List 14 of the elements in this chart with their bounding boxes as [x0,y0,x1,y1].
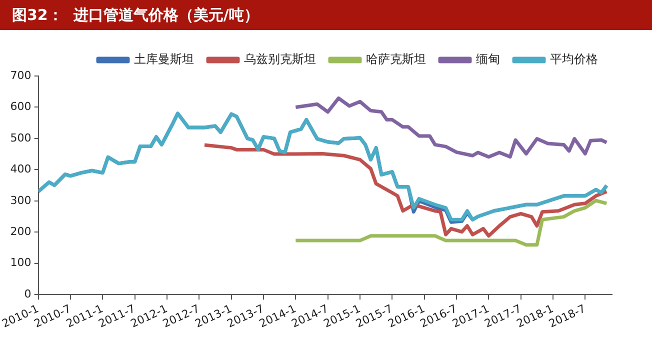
legend-label: 哈萨克斯坦 [366,52,426,66]
y-tick-label: 100 [10,256,32,270]
y-tick-label: 400 [10,162,32,176]
legend-label: 平均价格 [550,52,598,66]
legend-label: 缅甸 [476,52,500,66]
y-tick-label: 700 [10,68,32,82]
y-tick-label: 300 [10,194,32,207]
chart-title: 图32： 进口管道气价格（美元/吨） [0,0,652,30]
legend-label: 乌兹别克斯坦 [244,52,316,66]
y-tick-label: 500 [10,131,32,144]
y-tick-label: 0 [24,287,32,300]
y-tick-label: 600 [10,100,32,114]
y-tick-label: 200 [10,224,32,238]
legend-label: 土库曼斯坦 [134,52,194,66]
